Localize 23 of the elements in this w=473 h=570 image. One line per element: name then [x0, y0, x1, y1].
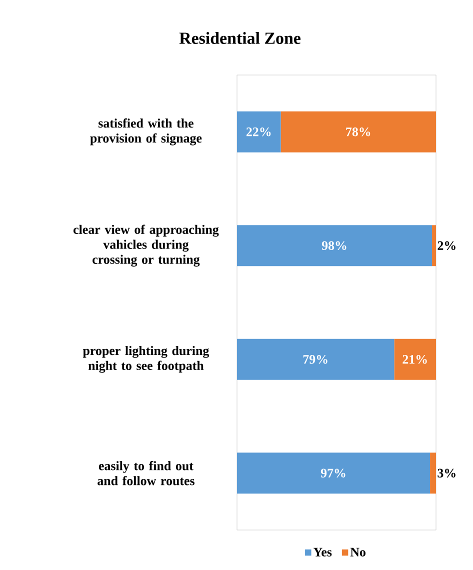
bar	[432, 225, 436, 266]
data-label: 98%	[322, 241, 346, 250]
data-label: 3%	[438, 468, 456, 478]
data-label: 97%	[320, 468, 346, 478]
y-tick-label: clear view of approaching vahicles during crossing or turning	[74, 224, 219, 267]
data-label: 21%	[402, 354, 427, 364]
legend-label: No	[350, 548, 366, 556]
bar	[237, 338, 394, 380]
bar	[280, 111, 436, 152]
chart-title: Residential Zone	[179, 32, 300, 44]
y-tick-label: proper lighting during night to see footpath	[82, 346, 210, 373]
data-label: 22%	[246, 127, 271, 136]
bar	[237, 225, 432, 266]
y-tick-label: satisfied with the provision of signage	[90, 118, 202, 146]
bar	[237, 452, 430, 494]
bar	[237, 111, 281, 152]
y-tick-label: easily to find out and follow routes	[98, 461, 194, 486]
bar	[394, 338, 436, 380]
bar	[430, 452, 436, 494]
data-label: 2%	[438, 241, 456, 250]
legend-label: Yes	[313, 548, 332, 556]
data-label: 78%	[346, 127, 370, 136]
data-label: 79%	[303, 354, 328, 364]
